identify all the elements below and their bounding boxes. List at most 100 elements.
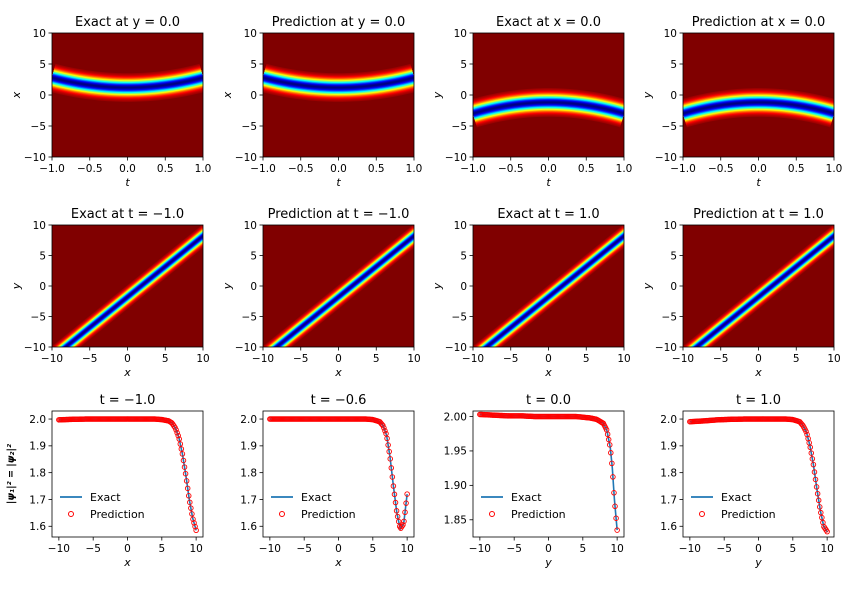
x-tick-label: 0: [755, 353, 762, 365]
x-tick-label: 0.5: [157, 163, 174, 175]
y-tick-label: 5: [250, 59, 257, 71]
x-tick-label: −5: [506, 543, 521, 555]
heatmap-panel-2: −1.0 −0.5 0.0 0.5 1.0 −10 −5 0 5 10 Exact at x = 0…: [431, 15, 632, 189]
prediction-point: [189, 511, 195, 517]
prediction-point: [177, 441, 184, 447]
x-axis-label: x: [754, 366, 762, 379]
x-tick-label: −0.5: [708, 163, 734, 175]
y-tick-label: 0: [670, 90, 677, 102]
prediction-point: [814, 490, 821, 497]
x-tick-label: 0.5: [788, 163, 805, 175]
prediction-point: [816, 504, 823, 510]
prediction-point: [179, 451, 186, 457]
prediction-point: [812, 476, 819, 483]
prediction-point: [380, 422, 386, 429]
y-tick-label: 1.9: [29, 441, 46, 453]
y-tick-label: 0: [250, 90, 257, 102]
y-tick-label: 1.9: [240, 441, 257, 453]
panel-title: Exact at x = 0.0: [496, 15, 601, 30]
x-tick-label: −10: [259, 543, 281, 555]
x-tick-label: −0.5: [77, 163, 103, 175]
panel-title: t = −1.0: [100, 393, 156, 408]
y-tick-label: 5: [39, 250, 46, 262]
panel-title: t = 1.0: [736, 393, 781, 408]
y-tick-label: 1.7: [240, 494, 257, 506]
axes-frame: [472, 410, 625, 538]
x-tick-label: 0: [335, 353, 342, 365]
heatmap-panel-6: −10 −5 0 5 10 −10 −5 0 5 10 Exact at t = 1.0 x y: [431, 207, 631, 379]
heatmap-band-level: [696, 235, 834, 347]
x-tick-label: 10: [400, 543, 413, 555]
x-tick-label: 10: [617, 353, 630, 365]
y-tick-label: 0: [39, 90, 46, 102]
x-axis-label: x: [334, 366, 342, 379]
prediction-point: [191, 520, 197, 526]
prediction-point: [809, 456, 816, 462]
prediction-point: [184, 485, 191, 492]
x-tick-label: −1.0: [670, 163, 696, 175]
legend-prediction-swatch: [699, 511, 705, 517]
x-axis-label: t: [546, 176, 551, 189]
x-tick-label: 0: [335, 543, 342, 555]
x-tick-label: 5: [158, 543, 165, 555]
x-tick-label: −1.0: [39, 163, 65, 175]
x-tick-label: −5: [296, 543, 311, 555]
y-tick-label: 10: [454, 220, 467, 232]
x-axis-label: x: [123, 366, 131, 379]
x-tick-label: 1.0: [616, 163, 633, 175]
x-tick-label: 0.0: [119, 163, 136, 175]
legend-exact-label: Exact: [90, 491, 121, 504]
x-tick-label: 10: [196, 353, 209, 365]
legend-prediction-label: Prediction: [90, 508, 145, 521]
legend-prediction-label: Prediction: [301, 508, 356, 521]
x-tick-label: 0: [545, 353, 552, 365]
y-tick-label: 10: [244, 220, 257, 232]
heatmap-panel-7: −10 −5 0 5 10 −10 −5 0 5 10 Prediction at t = 1.0 x…: [641, 207, 841, 379]
y-tick-label: −5: [662, 311, 677, 323]
y-tick-label: 1.6: [29, 521, 46, 533]
line-panel-8: −10 −5 0 5 10 1.6 1.7 1.8 1.9 2.0 t = −1.0 x |ψ₁|² =…: [6, 393, 204, 569]
prediction-point: [404, 491, 410, 497]
y-axis-label: y: [221, 282, 234, 290]
x-tick-label: 1.0: [406, 163, 423, 175]
x-tick-label: −5: [82, 353, 97, 365]
y-tick-label: −10: [235, 152, 257, 164]
prediction-point: [815, 497, 822, 504]
prediction-point: [193, 527, 199, 534]
prediction-point: [389, 474, 396, 480]
prediction-point: [192, 523, 198, 530]
y-tick-label: −10: [655, 152, 677, 164]
x-tick-label: −10: [48, 543, 70, 555]
x-axis-label: t: [125, 176, 130, 189]
y-tick-label: 1.90: [444, 480, 467, 492]
y-tick-label: 0: [670, 281, 677, 293]
y-tick-label: 5: [39, 59, 46, 71]
heatmap-panel-0: −1.0 −0.5 0.0 0.5 1.0 −10 −5 0 5 10 Exact at y = 0…: [10, 15, 211, 189]
y-tick-label: 1.8: [240, 467, 257, 479]
y-tick-label: 5: [250, 250, 257, 262]
x-tick-label: −1.0: [460, 163, 486, 175]
prediction-point: [390, 483, 397, 489]
legend-exact-label: Exact: [301, 491, 332, 504]
y-tick-label: 1.8: [660, 467, 677, 479]
panel-title: Prediction at x = 0.0: [692, 15, 825, 30]
panel-title: Exact at y = 0.0: [75, 15, 180, 30]
prediction-point: [803, 428, 809, 435]
prediction-point: [393, 508, 400, 514]
y-tick-label: 1.7: [29, 494, 46, 506]
heatmap-panel-3: −1.0 −0.5 0.0 0.5 1.0 −10 −5 0 5 10 Prediction at …: [641, 15, 842, 189]
x-tick-label: −10: [41, 353, 63, 365]
prediction-point: [387, 456, 393, 462]
y-tick-label: −5: [242, 121, 257, 133]
line-panel-11: −10 −5 0 5 10 1.6 1.7 1.8 1.9 2.0 t = 1.0 y Exact Pre…: [660, 393, 835, 569]
x-tick-label: 0.0: [750, 163, 767, 175]
y-tick-label: 5: [670, 250, 677, 262]
y-tick-label: 1.9: [660, 441, 677, 453]
panel-title: Prediction at y = 0.0: [272, 15, 405, 30]
x-tick-label: −5: [716, 543, 731, 555]
panel-title: Prediction at t = 1.0: [693, 207, 824, 222]
x-tick-label: 10: [827, 353, 840, 365]
y-tick-label: 10: [244, 28, 257, 40]
x-tick-label: 0.5: [368, 163, 385, 175]
